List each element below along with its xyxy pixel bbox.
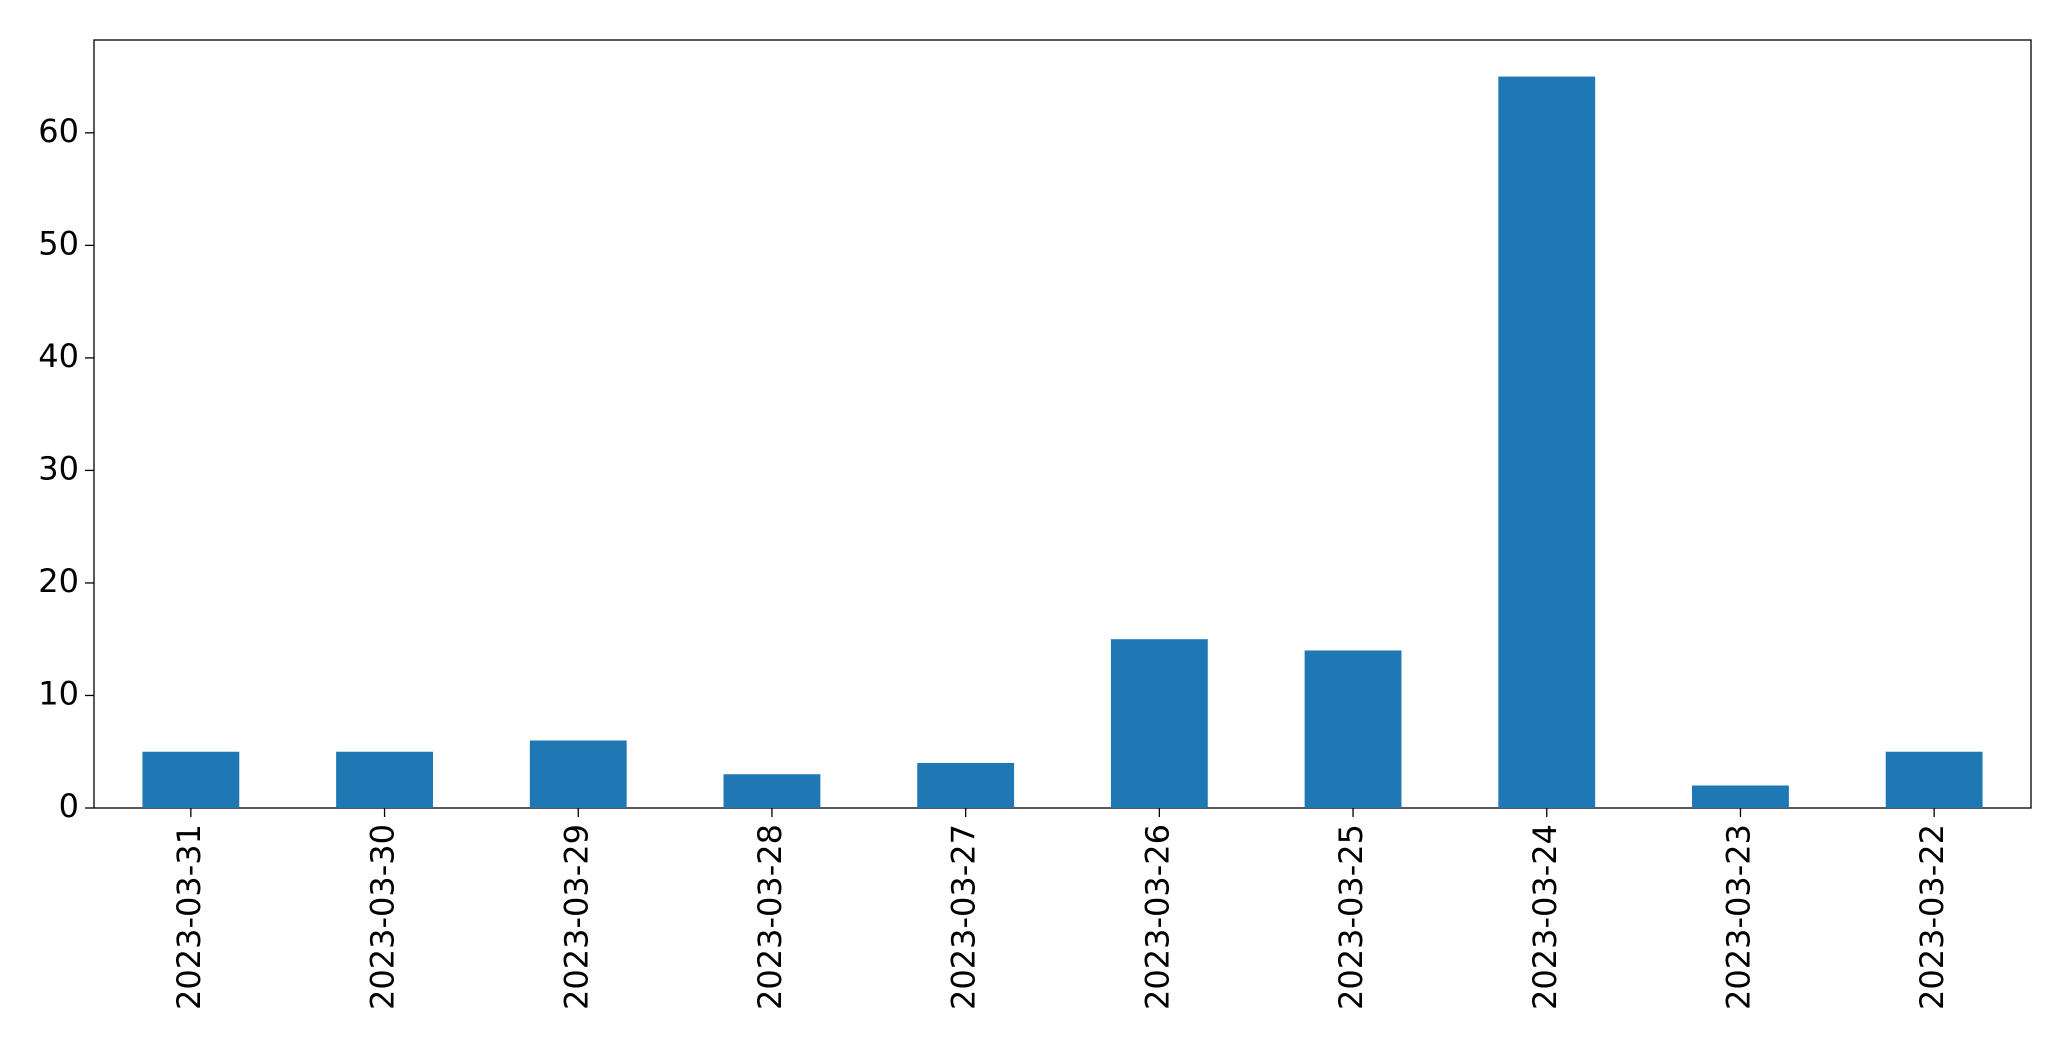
plot-frame — [93, 39, 2032, 809]
x-tick-label: 2023-03-29 — [557, 824, 595, 1010]
bar — [1110, 639, 1208, 808]
bar — [1498, 76, 1596, 809]
bar — [1692, 785, 1789, 808]
x-tick-label: 2023-03-26 — [1138, 824, 1176, 1010]
y-tick-label: 10 — [38, 674, 79, 712]
y-tick-label: 0 — [59, 787, 79, 825]
bar — [1885, 751, 1983, 808]
y-tick-label: 20 — [38, 562, 79, 600]
x-tick-label: 2023-03-22 — [1913, 824, 1951, 1010]
bar — [529, 740, 627, 808]
x-tick-label: 2023-03-31 — [170, 824, 208, 1010]
x-tick-label: 2023-03-27 — [945, 824, 983, 1010]
y-tick-label: 50 — [38, 224, 79, 262]
y-tick-label: 60 — [38, 112, 79, 150]
y-tick-label: 30 — [38, 449, 79, 487]
x-tick-label: 2023-03-30 — [364, 824, 402, 1010]
bar — [142, 751, 240, 808]
x-tick-label: 2023-03-23 — [1719, 824, 1757, 1010]
bar — [336, 751, 433, 808]
x-tick-label: 2023-03-25 — [1332, 824, 1370, 1010]
x-tick-label: 2023-03-28 — [751, 824, 789, 1010]
bar — [917, 762, 1015, 808]
y-tick-label: 40 — [38, 337, 79, 375]
x-tick-label: 2023-03-24 — [1526, 824, 1564, 1010]
bar — [723, 774, 821, 808]
bar — [1304, 650, 1402, 808]
